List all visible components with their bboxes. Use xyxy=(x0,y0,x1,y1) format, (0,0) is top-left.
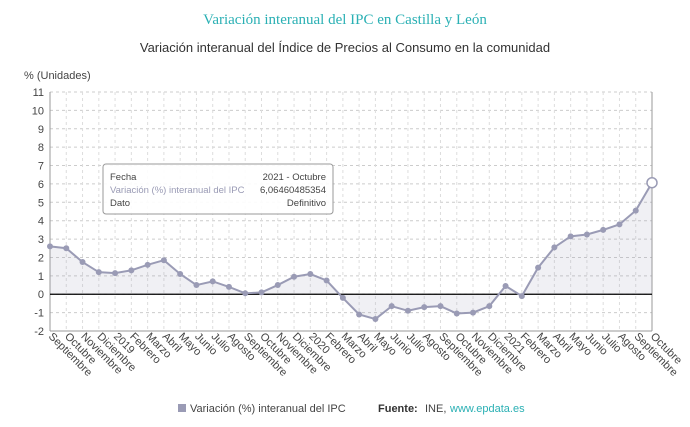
y-tick-label: 2 xyxy=(38,252,44,264)
point xyxy=(291,273,298,280)
point xyxy=(63,245,70,252)
point xyxy=(600,226,607,233)
legend-label: Variación (%) interanual del IPC xyxy=(190,403,346,415)
point xyxy=(47,243,53,250)
tooltip-key: Fecha xyxy=(110,172,137,183)
point xyxy=(583,231,590,238)
point xyxy=(421,304,428,311)
point xyxy=(437,303,444,310)
point xyxy=(209,278,216,285)
point xyxy=(616,221,623,228)
tooltip-value: Definitivo xyxy=(287,198,326,209)
point xyxy=(95,269,102,276)
point xyxy=(258,289,265,296)
source-text: INE, xyxy=(425,403,446,415)
point xyxy=(632,207,639,214)
point xyxy=(404,307,411,314)
point xyxy=(356,311,363,318)
y-tick-label: -1 xyxy=(34,308,44,320)
y-tick-label: 4 xyxy=(38,216,44,228)
legend-swatch xyxy=(178,404,186,412)
tooltip-box xyxy=(102,163,334,215)
point xyxy=(112,270,119,277)
point xyxy=(79,259,86,266)
y-tick-label: 7 xyxy=(38,161,44,173)
tooltip-value: 6,06460485354 xyxy=(260,185,326,196)
y-tick-label: -2 xyxy=(34,326,44,338)
y-tick-label: 0 xyxy=(38,289,44,301)
tooltip-value: 2021 - Octubre xyxy=(263,172,326,183)
point xyxy=(502,282,509,289)
y-tick-label: 9 xyxy=(38,124,44,136)
point xyxy=(307,271,314,278)
y-tick-label: 10 xyxy=(32,105,44,117)
y-tick-label: 11 xyxy=(33,87,44,99)
tooltip-key: Dato xyxy=(110,198,130,209)
point xyxy=(177,271,184,278)
point xyxy=(518,293,525,300)
point xyxy=(225,283,232,290)
chart-title: Variación interanual del IPC en Castilla… xyxy=(203,12,487,28)
point xyxy=(274,282,281,289)
point xyxy=(128,267,135,274)
point xyxy=(160,257,167,264)
point xyxy=(567,233,574,240)
chart-subtitle: Variación interanual del Índice de Preci… xyxy=(140,40,550,55)
point xyxy=(388,303,395,310)
tooltip-key: Variación (%) interanual del IPC xyxy=(110,185,245,196)
y-tick-label: 1 xyxy=(38,271,44,283)
point xyxy=(535,264,542,271)
point xyxy=(193,282,200,289)
source-link[interactable]: www.epdata.es xyxy=(449,403,525,415)
point xyxy=(323,277,330,284)
source-label: Fuente: xyxy=(378,403,418,415)
point xyxy=(470,309,477,316)
point xyxy=(486,303,493,310)
y-tick-label: 8 xyxy=(38,142,44,154)
y-tick-label: 6 xyxy=(38,179,44,191)
point xyxy=(242,290,249,297)
y-tick-label: 5 xyxy=(38,197,44,209)
y-tick-label: 3 xyxy=(38,234,44,246)
point xyxy=(453,310,460,317)
point xyxy=(551,244,558,251)
tooltip: Fecha 2021 - Octubre Variación (%) interan… xyxy=(102,163,334,215)
point xyxy=(144,261,151,268)
point xyxy=(372,316,379,323)
point xyxy=(646,176,658,189)
point xyxy=(339,294,346,301)
y-axis-label: % (Unidades) xyxy=(24,70,91,82)
